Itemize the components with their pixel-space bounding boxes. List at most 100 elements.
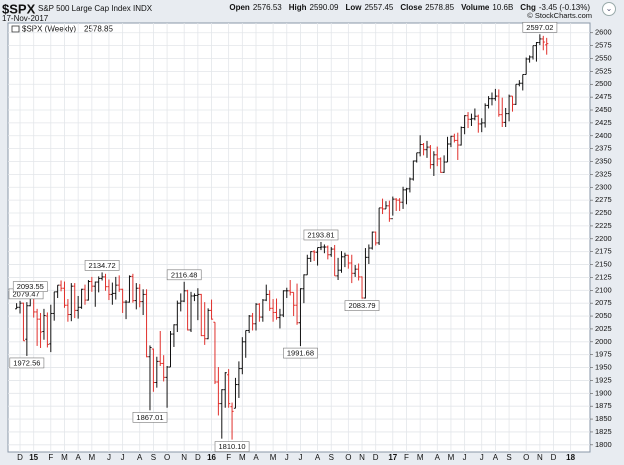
ohlc-bar [312, 250, 316, 261]
ohlc-bar [435, 146, 439, 167]
legend-icon [11, 25, 20, 33]
ohlc-bar [507, 94, 511, 122]
ohlc-bar [62, 281, 67, 308]
y-tick-label: 2350 [595, 157, 612, 166]
ohlc-bar [86, 279, 91, 301]
value-label-box [9, 357, 45, 369]
ohlc-bar [230, 402, 234, 440]
x-tick-label: J [121, 453, 125, 462]
ohlc-bar [52, 291, 56, 321]
value-label-box [283, 347, 318, 359]
ohlc-bar [261, 299, 265, 322]
ohlc-bar [493, 88, 497, 101]
y-tick-label: 2000 [595, 337, 612, 346]
y-tick-label: 2150 [595, 260, 612, 269]
value-label-box [522, 21, 558, 33]
y-tick-label: 1875 [595, 401, 612, 410]
ohlc-bar [274, 298, 279, 320]
y-tick-label: 2425 [595, 118, 612, 127]
y-tick-label: 1950 [595, 363, 612, 372]
ohlc-bar [298, 288, 303, 347]
x-tick-label: 15 [29, 453, 38, 462]
ohlc-bar [18, 300, 22, 314]
value-label: 1972.56 [13, 358, 40, 367]
ohlc-bar [322, 244, 326, 254]
quote-label: High [288, 3, 307, 12]
y-tick-label: 1825 [595, 427, 612, 436]
y-tick-label: 1900 [595, 388, 612, 397]
y-tick-label: 2500 [595, 79, 612, 88]
ohlc-bar [131, 273, 135, 303]
x-tick-label: N [359, 453, 365, 462]
x-tick-label: M [417, 453, 424, 462]
ohlc-bar [333, 244, 337, 277]
ohlc-bar [456, 132, 460, 160]
index-name: S&P 500 Large Cap Index [38, 4, 131, 13]
ohlc-bar [257, 303, 262, 322]
y-tick-label: 2300 [595, 182, 612, 191]
ohlc-bar [233, 377, 238, 409]
ohlc-bar [292, 291, 296, 317]
ohlc-bar [278, 308, 282, 329]
x-tick-label: M [270, 453, 277, 462]
ohlc-bar [329, 247, 333, 257]
ohlc-bar [21, 302, 26, 342]
credit: © StockCharts.com [527, 11, 592, 20]
quote-label: Low [345, 3, 362, 12]
quote-label: Open [229, 3, 250, 12]
ohlc-bar [271, 299, 275, 322]
ohlc-bar [339, 251, 344, 273]
x-tick-label: D [373, 453, 379, 462]
y-tick-label: 2075 [595, 298, 612, 307]
value-label: 2079.47 [12, 289, 39, 298]
x-tick-label: F [226, 453, 231, 462]
ohlc-bar [182, 281, 186, 303]
x-tick-label: F [48, 453, 53, 462]
ohlc-bar [541, 35, 545, 51]
value-label-box [166, 269, 202, 281]
x-tick-label: S [506, 453, 511, 462]
ohlc-bar [415, 152, 419, 163]
x-tick-label: O [523, 453, 529, 462]
ohlc-bar [206, 308, 210, 340]
ohlc-bar [25, 302, 29, 356]
ohlc-bar [360, 276, 364, 299]
ohlc-bar [110, 282, 114, 305]
ohlc-bar [59, 280, 63, 292]
ohlc-bar [545, 37, 549, 55]
quote-value: 10.6B [492, 3, 514, 12]
ohlc-bar [387, 200, 391, 222]
ohlc-bar [79, 288, 84, 309]
x-tick-label: 16 [207, 453, 216, 462]
menu-toggle[interactable]: ⌄ [602, 2, 616, 16]
value-label: 1810.10 [218, 442, 245, 451]
quote-label: Chg [520, 3, 536, 12]
ohlc-bar [216, 367, 220, 416]
ohlc-bar [490, 92, 494, 106]
ohlc-bar [66, 299, 70, 322]
ohlc-bar [411, 160, 415, 181]
ohlc-bar [168, 330, 173, 368]
ohlc-bar [100, 272, 104, 281]
y-tick-label: 2525 [595, 66, 612, 75]
ohlc-bar [288, 279, 292, 296]
ohlc-bar [336, 257, 340, 280]
ohlc-bar [459, 126, 463, 146]
ohlc-bar [148, 345, 152, 411]
ohlc-bar [151, 348, 155, 392]
ohlc-bar [127, 275, 132, 303]
x-tick-label: D [551, 453, 557, 462]
ohlc-bar [138, 284, 142, 308]
ohlc-bar [199, 293, 203, 337]
y-tick-label: 2050 [595, 311, 612, 320]
ohlc-bar [186, 289, 190, 331]
x-tick-label: A [253, 453, 259, 462]
x-tick-label: A [137, 453, 143, 462]
y-tick-label: 2175 [595, 247, 612, 256]
x-tick-label: 17 [388, 453, 397, 462]
ohlc-bar [315, 247, 320, 266]
ohlc-bar [528, 55, 532, 63]
ohlc-bar [521, 73, 525, 91]
ohlc-bar [432, 151, 436, 176]
value-label-box [132, 412, 168, 423]
